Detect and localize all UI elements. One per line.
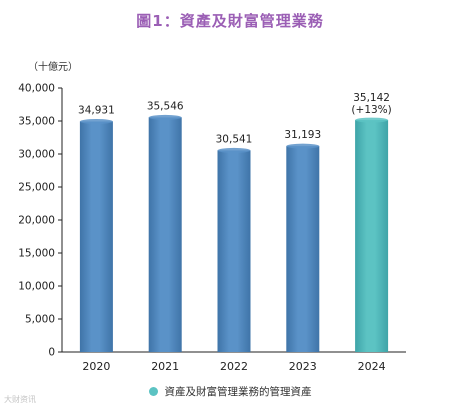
y-tick-label: 0 bbox=[48, 347, 55, 359]
legend: 資產及財富管理業務的管理資產 bbox=[0, 384, 460, 399]
bar bbox=[355, 120, 389, 352]
y-axis-unit-label: （十億元） bbox=[28, 62, 78, 73]
y-tick-label: 15,000 bbox=[18, 248, 55, 260]
y-tick-label: 35,000 bbox=[18, 116, 55, 128]
data-label: 35,142 bbox=[353, 92, 390, 104]
watermark-logo: 大财资讯 bbox=[4, 395, 36, 404]
y-tick-label: 40,000 bbox=[18, 83, 55, 95]
bar-top bbox=[217, 147, 251, 153]
x-tick-label: 2022 bbox=[220, 360, 248, 373]
y-tick-label: 5,000 bbox=[25, 314, 55, 326]
y-tick-label: 20,000 bbox=[18, 215, 55, 227]
bar bbox=[286, 146, 320, 352]
bar-top bbox=[148, 114, 182, 120]
x-tick-label: 2023 bbox=[289, 360, 317, 373]
y-tick-label: 25,000 bbox=[18, 182, 55, 194]
x-tick-label: 2020 bbox=[82, 360, 110, 373]
bar bbox=[79, 121, 113, 352]
data-sublabel: (+13%) bbox=[351, 104, 391, 116]
legend-swatch bbox=[148, 387, 158, 396]
y-tick-label: 10,000 bbox=[18, 281, 55, 293]
data-label: 31,193 bbox=[284, 129, 321, 141]
legend-label: 資產及財富管理業務的管理資產 bbox=[164, 386, 312, 398]
x-tick-label: 2021 bbox=[151, 360, 179, 373]
chart-title: 圖1：資產及財富管理業務 bbox=[136, 12, 324, 30]
bar bbox=[148, 117, 182, 353]
y-tick-label: 30,000 bbox=[18, 149, 55, 161]
data-label: 30,541 bbox=[216, 133, 253, 145]
bar-top bbox=[79, 118, 113, 124]
bar-top bbox=[286, 143, 320, 149]
data-label: 34,931 bbox=[78, 104, 115, 116]
bar bbox=[217, 150, 251, 352]
x-tick-label: 2024 bbox=[358, 360, 386, 373]
data-label: 35,546 bbox=[147, 100, 184, 112]
bar-top bbox=[355, 117, 389, 123]
